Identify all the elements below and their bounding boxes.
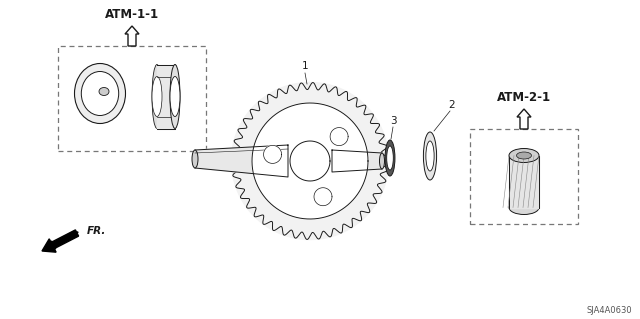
Text: 3: 3 (390, 116, 396, 126)
Text: ATM-2-1: ATM-2-1 (497, 91, 551, 104)
Polygon shape (290, 141, 330, 181)
Bar (58, 46, 206, 151)
Polygon shape (195, 145, 288, 177)
Ellipse shape (387, 146, 394, 170)
Polygon shape (517, 109, 531, 129)
Text: FR.: FR. (87, 226, 106, 236)
Ellipse shape (152, 64, 162, 129)
Polygon shape (157, 64, 175, 129)
Ellipse shape (152, 77, 162, 116)
Ellipse shape (516, 152, 531, 159)
Polygon shape (232, 83, 388, 240)
Ellipse shape (380, 153, 385, 169)
Polygon shape (125, 26, 139, 46)
Polygon shape (314, 188, 332, 206)
Bar (470, 129, 578, 224)
Ellipse shape (170, 64, 180, 129)
Ellipse shape (192, 150, 198, 168)
Text: 2: 2 (449, 100, 455, 110)
Ellipse shape (74, 63, 125, 123)
Ellipse shape (509, 149, 539, 162)
Polygon shape (509, 155, 539, 207)
Polygon shape (332, 150, 382, 172)
Polygon shape (330, 128, 348, 145)
FancyArrow shape (42, 230, 79, 252)
Ellipse shape (170, 77, 180, 116)
Ellipse shape (385, 140, 395, 176)
Ellipse shape (99, 87, 109, 95)
Ellipse shape (426, 141, 434, 171)
Text: 1: 1 (301, 61, 308, 71)
Ellipse shape (509, 201, 539, 214)
Ellipse shape (81, 71, 118, 115)
Text: SJA4A0630: SJA4A0630 (586, 306, 632, 315)
Ellipse shape (424, 132, 436, 180)
Polygon shape (264, 145, 282, 163)
Polygon shape (252, 103, 368, 219)
Text: ATM-1-1: ATM-1-1 (105, 8, 159, 21)
